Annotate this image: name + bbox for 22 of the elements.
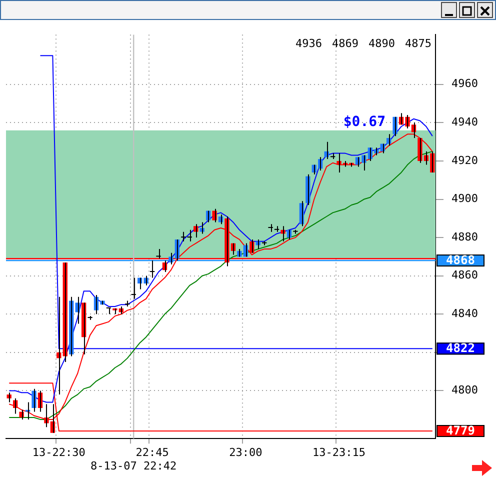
x-tick-label: 23:00: [229, 446, 262, 460]
x-tick-label: 8-13-07 22:42: [90, 459, 177, 472]
annotation: 4936: [296, 36, 322, 50]
x-tick-label: 13-23:15: [312, 446, 366, 460]
y-tick-label: 4920: [452, 154, 478, 167]
y-tick-label: 4800: [452, 384, 478, 397]
data-label: 4779: [446, 424, 475, 438]
y-tick-label: 4940: [452, 116, 478, 129]
x-tick-label: 13-22:30: [32, 446, 86, 460]
y-tick-label: 4900: [452, 192, 478, 206]
band-label: $0.67: [343, 114, 386, 130]
candlestick: [106, 307, 112, 315]
y-tick-label: 4880: [452, 230, 478, 244]
annotation: 4869: [332, 36, 359, 50]
annotation: 4890: [368, 36, 396, 50]
y-tick-label: 4840: [452, 307, 478, 320]
y-tick-label: 4960: [452, 77, 478, 90]
x-tick-label: 22:45: [136, 446, 169, 460]
y-tick-label: 4860: [452, 268, 478, 282]
ref-line-label: 4868: [446, 253, 475, 268]
data-label: 4822: [446, 341, 475, 356]
annotation: 4875: [405, 36, 432, 50]
